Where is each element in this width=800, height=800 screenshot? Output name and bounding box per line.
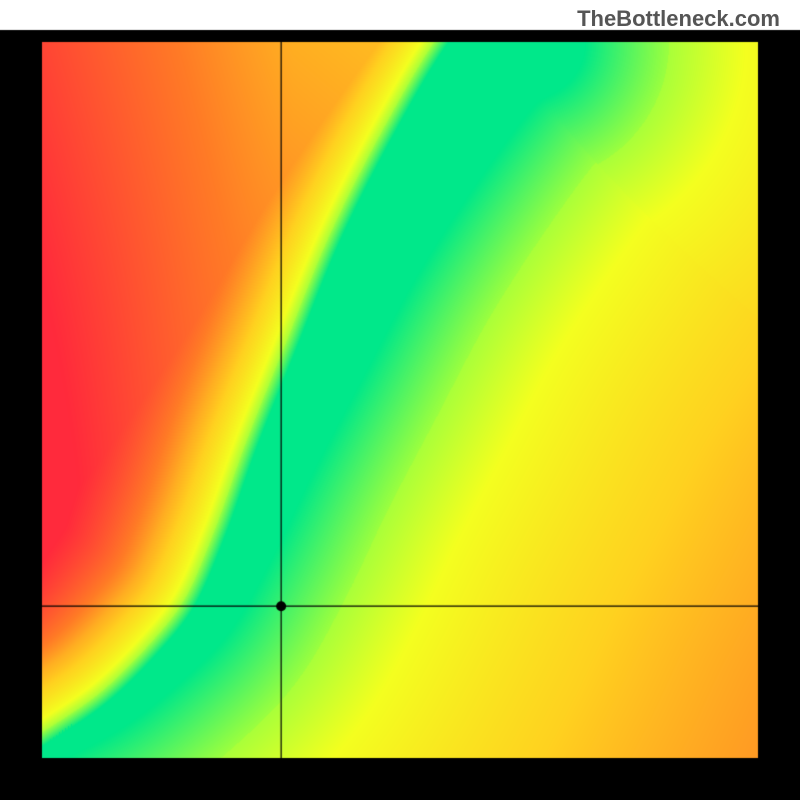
chart-container: TheBottleneck.com <box>0 0 800 800</box>
heatmap-canvas <box>0 0 800 800</box>
watermark-text: TheBottleneck.com <box>577 6 780 32</box>
